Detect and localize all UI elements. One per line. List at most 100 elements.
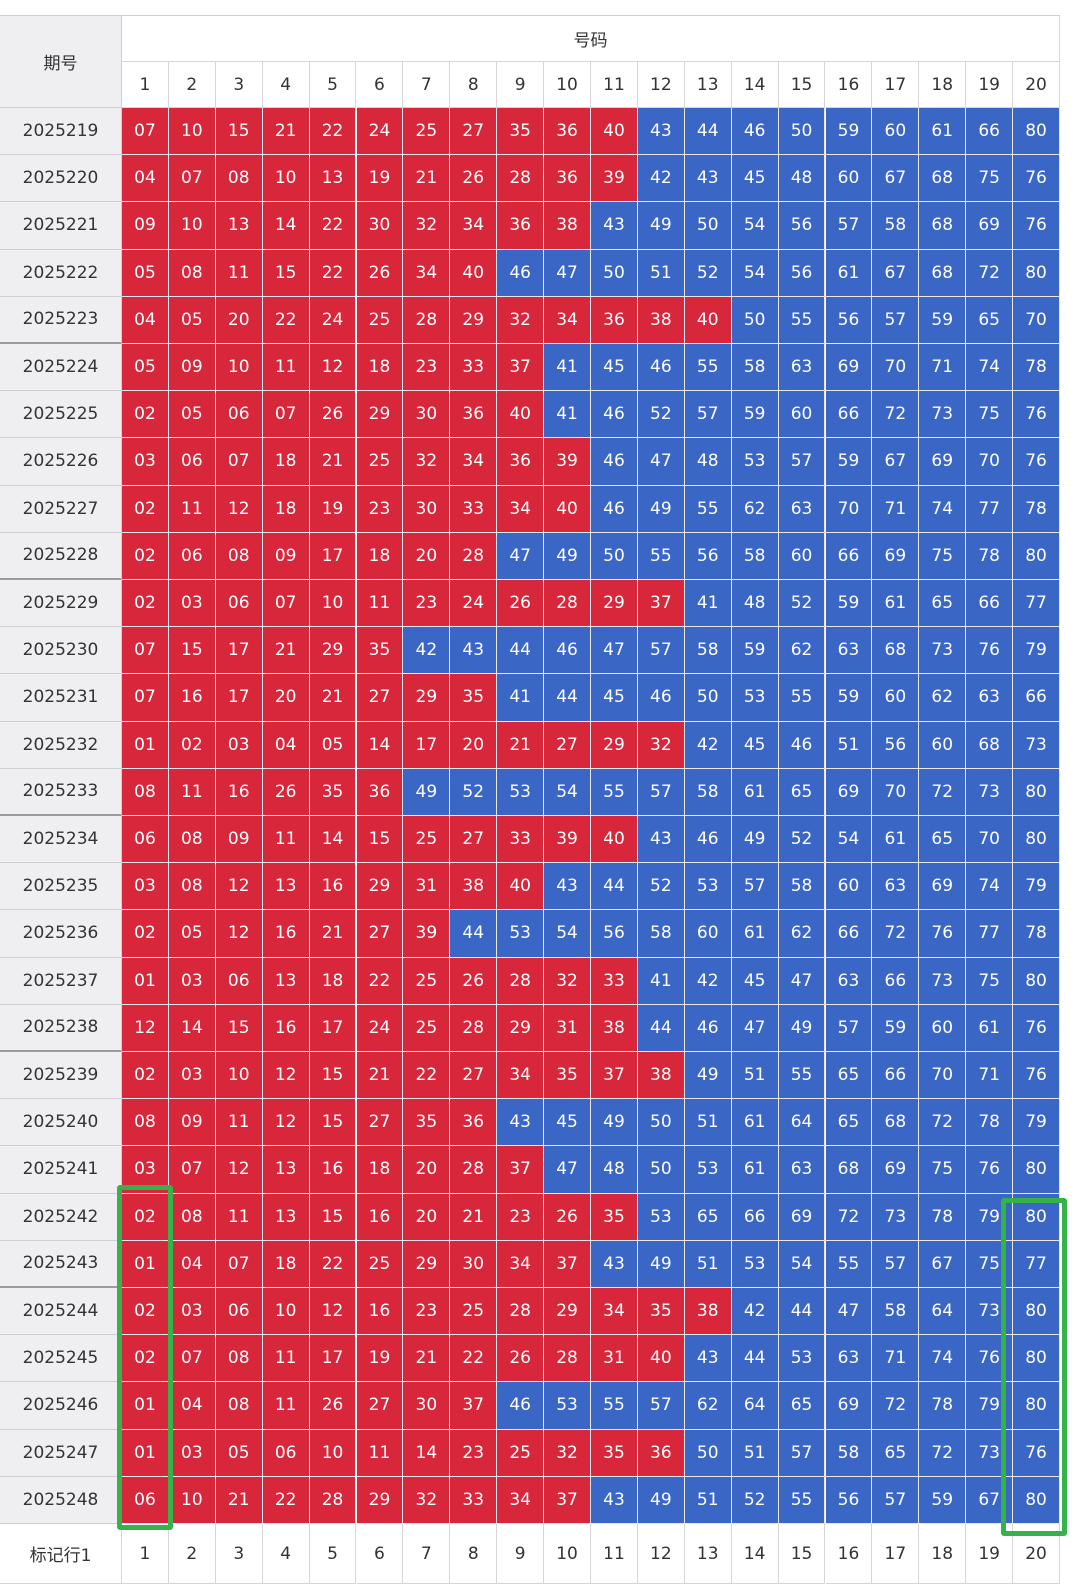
number-cell: 49 — [778, 1004, 826, 1052]
number-cell: 45 — [544, 1099, 591, 1147]
number-cell: 71 — [966, 1052, 1014, 1100]
number-cell: 69 — [919, 438, 967, 486]
number-cell: 02 — [168, 721, 216, 769]
footer-cell: 1 — [122, 1524, 169, 1584]
period-cell: 2025221 — [0, 202, 122, 250]
number-cell: 06 — [262, 1429, 310, 1477]
number-cell: 73 — [1013, 721, 1060, 769]
number-cell: 50 — [684, 674, 732, 722]
number-cell: 61 — [825, 249, 873, 297]
number-cell: 07 — [168, 1335, 216, 1383]
number-cell: 20 — [262, 674, 310, 722]
number-cell: 45 — [591, 674, 638, 722]
number-cell: 03 — [168, 957, 216, 1005]
number-cell: 03 — [168, 580, 216, 628]
number-cell: 15 — [356, 816, 404, 864]
period-cell: 2025220 — [0, 155, 122, 203]
number-cell: 61 — [872, 816, 920, 864]
number-cell: 78 — [966, 532, 1014, 580]
number-cell: 15 — [215, 108, 263, 156]
number-cell: 76 — [1013, 1429, 1060, 1477]
number-cell: 18 — [356, 344, 404, 392]
number-cell: 57 — [778, 1429, 826, 1477]
number-cell: 73 — [919, 391, 967, 439]
number-cell: 55 — [778, 296, 826, 344]
number-cell: 06 — [215, 957, 263, 1005]
number-cell: 50 — [684, 202, 732, 250]
number-cell: 58 — [872, 1288, 920, 1336]
number-cell: 29 — [356, 863, 404, 911]
number-cell: 24 — [356, 1004, 404, 1052]
number-cell: 49 — [637, 1240, 685, 1288]
number-cell: 28 — [544, 580, 591, 628]
number-cell: 67 — [919, 1240, 967, 1288]
number-cell: 55 — [591, 1382, 638, 1430]
number-cell: 40 — [637, 1335, 685, 1383]
number-cell: 56 — [778, 202, 826, 250]
number-cell: 80 — [1013, 108, 1060, 156]
number-cell: 46 — [731, 108, 779, 156]
number-cell: 49 — [637, 485, 685, 533]
number-cell: 43 — [684, 155, 732, 203]
number-cell: 72 — [919, 1429, 967, 1477]
number-cell: 16 — [215, 768, 263, 816]
column-header: 8 — [450, 62, 498, 108]
number-cell: 03 — [215, 721, 263, 769]
number-cell: 62 — [778, 910, 826, 958]
number-cell: 46 — [637, 674, 685, 722]
footer-cell: 9 — [497, 1524, 545, 1584]
number-cell: 21 — [309, 674, 357, 722]
number-cell: 61 — [731, 1099, 779, 1147]
number-cell: 46 — [544, 627, 591, 675]
number-cell: 68 — [966, 721, 1014, 769]
number-cell: 74 — [919, 1335, 967, 1383]
footer-cell: 17 — [872, 1524, 920, 1584]
footer-cell: 8 — [450, 1524, 498, 1584]
number-cell: 09 — [168, 344, 216, 392]
number-cell: 74 — [919, 485, 967, 533]
number-cell: 39 — [591, 155, 638, 203]
number-cell: 34 — [497, 1476, 545, 1524]
number-cell: 75 — [919, 1146, 967, 1194]
number-cell: 56 — [778, 249, 826, 297]
number-cell: 51 — [731, 1429, 779, 1477]
number-cell: 11 — [356, 1429, 404, 1477]
number-cell: 61 — [731, 768, 779, 816]
number-cell: 53 — [497, 910, 545, 958]
number-cell: 78 — [1013, 485, 1060, 533]
number-cell: 39 — [403, 910, 451, 958]
number-cell: 50 — [731, 296, 779, 344]
number-cell: 38 — [591, 1004, 638, 1052]
number-cell: 15 — [309, 1099, 357, 1147]
number-cell: 58 — [872, 202, 920, 250]
number-cell: 40 — [497, 391, 545, 439]
number-cell: 78 — [1013, 344, 1060, 392]
number-cell: 06 — [168, 438, 216, 486]
number-cell: 18 — [262, 438, 310, 486]
number-cell: 72 — [872, 1382, 920, 1430]
number-cell: 19 — [309, 485, 357, 533]
number-cell: 14 — [356, 721, 404, 769]
number-cell: 58 — [637, 910, 685, 958]
number-cell: 13 — [215, 202, 263, 250]
period-cell: 2025247 — [0, 1429, 122, 1477]
number-cell: 08 — [168, 863, 216, 911]
number-cell: 29 — [497, 1004, 545, 1052]
period-cell: 2025241 — [0, 1146, 122, 1194]
number-cell: 04 — [122, 155, 169, 203]
number-cell: 33 — [450, 344, 498, 392]
number-cell: 06 — [122, 816, 169, 864]
number-cell: 65 — [778, 1382, 826, 1430]
number-cell: 43 — [591, 1476, 638, 1524]
number-cell: 72 — [872, 910, 920, 958]
number-cell: 43 — [450, 627, 498, 675]
period-cell: 2025239 — [0, 1052, 122, 1100]
number-cell: 07 — [215, 438, 263, 486]
number-cell: 57 — [637, 768, 685, 816]
number-cell: 17 — [403, 721, 451, 769]
number-cell: 66 — [731, 1193, 779, 1241]
number-cell: 79 — [1013, 627, 1060, 675]
number-cell: 52 — [778, 580, 826, 628]
number-cell: 13 — [262, 863, 310, 911]
